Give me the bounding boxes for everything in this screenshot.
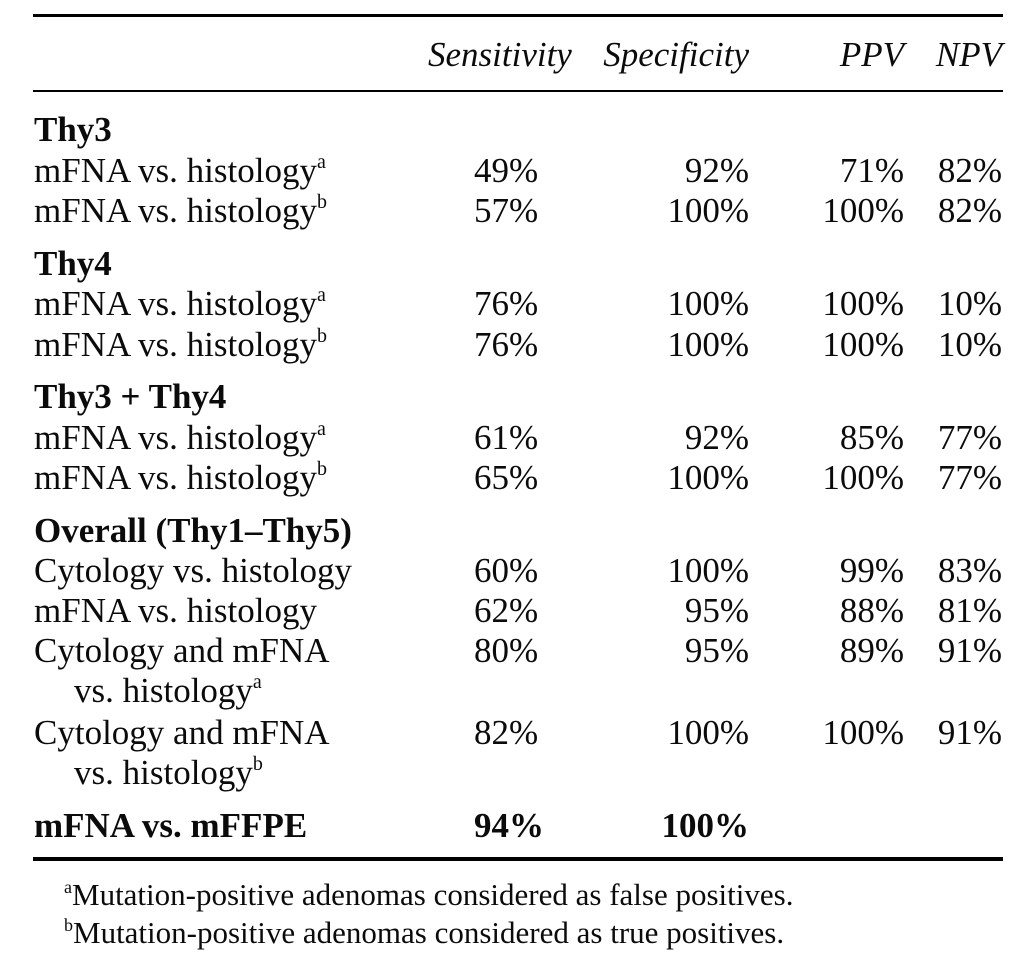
table-row-continuation: vs. histologyb	[0, 753, 1024, 793]
ppv-value: 100%	[822, 458, 904, 497]
row-label: mFNA vs. histologyb	[34, 325, 327, 364]
table-row: mFNA vs. histologya 76% 100% 100% 10%	[0, 284, 1024, 324]
group-label-thy4: Thy4	[34, 244, 112, 283]
sensitivity-value: 65%	[474, 458, 539, 497]
sensitivity-value: 49%	[474, 151, 539, 190]
footnote-b: bMutation-positive adenomas considered a…	[64, 915, 785, 950]
footnote-marker: a	[316, 151, 326, 173]
ppv-value: 100%	[822, 284, 904, 323]
table-row: mFNA vs. histologyb 65% 100% 100% 77%	[0, 458, 1024, 498]
group-label-thy3: Thy3	[34, 110, 112, 149]
bottom-rule	[33, 857, 1003, 861]
ppv-value: 100%	[822, 713, 904, 752]
npv-value: 91%	[937, 713, 1002, 752]
npv-value: 82%	[937, 151, 1002, 190]
sensitivity-value: 82%	[474, 713, 539, 752]
row-label: Cytology vs. histology	[34, 551, 352, 590]
ppv-value: 100%	[822, 325, 904, 364]
group-label-overall: Overall (Thy1–Thy5)	[34, 511, 352, 550]
row-label: mFNA vs. histology	[34, 591, 317, 630]
row-label: mFNA vs. histologya	[34, 151, 326, 190]
sensitivity-value: 62%	[474, 591, 539, 630]
specificity-value: 100%	[667, 284, 749, 323]
footnote-a: aMutation-positive adenomas considered a…	[64, 877, 794, 912]
footnote-marker: a	[316, 284, 326, 306]
footnote-marker: a	[316, 418, 326, 440]
table-row: Cytology and mFNA 80% 95% 89% 91%	[0, 631, 1024, 671]
npv-value: 77%	[937, 418, 1002, 457]
table-row: mFNA vs. histologya 49% 92% 71% 82%	[0, 151, 1024, 191]
row-label: mFNA vs. histologyb	[34, 458, 327, 497]
specificity-value: 100%	[661, 806, 750, 845]
npv-value: 10%	[937, 325, 1002, 364]
sensitivity-value: 94%	[474, 806, 544, 845]
footnote-marker: a	[252, 671, 262, 693]
row-label: mFNA vs. histologya	[34, 284, 326, 323]
group-row: Overall (Thy1–Thy5)	[0, 511, 1024, 551]
ppv-value: 99%	[839, 551, 904, 590]
table-row-continuation: vs. histologya	[0, 671, 1024, 711]
specificity-value: 100%	[667, 191, 749, 230]
specificity-value: 100%	[667, 458, 749, 497]
sensitivity-value: 57%	[474, 191, 539, 230]
group-row: Thy3 + Thy4	[0, 377, 1024, 417]
row-label-continuation: vs. histologya	[74, 671, 262, 710]
table-row: Cytology vs. histology 60% 100% 99% 83%	[0, 551, 1024, 591]
npv-value: 83%	[937, 551, 1002, 590]
npv-value: 77%	[937, 458, 1002, 497]
table-row: mFNA vs. histologyb 76% 100% 100% 10%	[0, 325, 1024, 365]
row-label: mFNA vs. histologyb	[34, 191, 327, 230]
group-row: Thy3	[0, 110, 1024, 150]
table-row: mFNA vs. histology 62% 95% 88% 81%	[0, 591, 1024, 631]
ppv-value: 71%	[839, 151, 904, 190]
table-row: mFNA vs. histologyb 57% 100% 100% 82%	[0, 191, 1024, 231]
sensitivity-value: 76%	[474, 325, 539, 364]
npv-value: 10%	[937, 284, 1002, 323]
sensitivity-value: 80%	[474, 631, 539, 670]
specificity-value: 92%	[684, 151, 749, 190]
header-rule	[33, 90, 1003, 92]
group-row: Thy4	[0, 244, 1024, 284]
specificity-value: 100%	[667, 713, 749, 752]
npv-value: 91%	[937, 631, 1002, 670]
sensitivity-value: 76%	[474, 284, 539, 323]
top-rule	[33, 14, 1003, 17]
footnote-marker: b	[316, 191, 327, 213]
specificity-value: 92%	[684, 418, 749, 457]
row-label: mFNA vs. histologya	[34, 418, 326, 457]
row-label: Cytology and mFNA	[34, 631, 330, 670]
specificity-value: 95%	[684, 631, 749, 670]
row-label-continuation: vs. histologyb	[74, 753, 263, 792]
row-label: Cytology and mFNA	[34, 713, 330, 752]
header-sensitivity: Sensitivity	[428, 35, 572, 74]
npv-value: 81%	[937, 591, 1002, 630]
ppv-value: 88%	[839, 591, 904, 630]
specificity-value: 100%	[667, 325, 749, 364]
specificity-value: 100%	[667, 551, 749, 590]
table-row-summary: mFNA vs. mFFPE 94% 100%	[0, 806, 1024, 846]
group-label-thy3-thy4: Thy3 + Thy4	[34, 377, 227, 416]
table-row: Cytology and mFNA 82% 100% 100% 91%	[0, 713, 1024, 753]
header-npv: NPV	[935, 35, 1002, 74]
table-row: mFNA vs. histologya 61% 92% 85% 77%	[0, 418, 1024, 458]
footnote-marker: b	[316, 458, 327, 480]
specificity-value: 95%	[684, 591, 749, 630]
header-specificity: Specificity	[603, 35, 749, 74]
footnote-marker: b	[316, 325, 327, 347]
sensitivity-value: 60%	[474, 551, 539, 590]
header-row: Sensitivity Specificity PPV NPV	[0, 35, 1024, 75]
ppv-value: 85%	[839, 418, 904, 457]
header-ppv: PPV	[839, 35, 904, 74]
row-label: mFNA vs. mFFPE	[34, 806, 308, 845]
footnote-marker: b	[252, 753, 263, 775]
npv-value: 82%	[937, 191, 1002, 230]
sensitivity-value: 61%	[474, 418, 539, 457]
ppv-value: 100%	[822, 191, 904, 230]
ppv-value: 89%	[839, 631, 904, 670]
